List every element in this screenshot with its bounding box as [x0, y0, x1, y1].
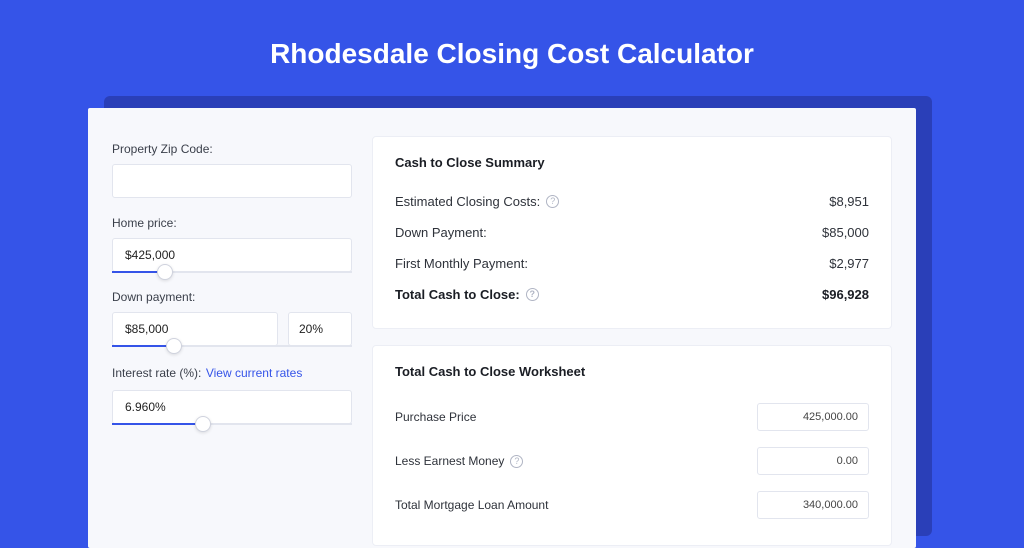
summary-row: Total Cash to Close:? $96,928: [395, 279, 869, 310]
down-payment-input[interactable]: [112, 312, 278, 346]
view-rates-link[interactable]: View current rates: [206, 366, 303, 380]
summary-row-value: $96,928: [822, 287, 869, 302]
worksheet-row: Less Earnest Money? 0.00: [395, 439, 869, 483]
interest-rate-label: Interest rate (%):: [112, 366, 201, 380]
worksheet-row-value[interactable]: 0.00: [757, 447, 869, 475]
down-payment-label: Down payment:: [112, 290, 352, 304]
summary-card: Cash to Close Summary Estimated Closing …: [372, 136, 892, 329]
summary-row-value: $8,951: [829, 194, 869, 209]
worksheet-row: Total Mortgage Loan Amount 340,000.00: [395, 483, 869, 527]
slider-fill: [112, 345, 174, 347]
home-price-label: Home price:: [112, 216, 352, 230]
worksheet-row-value[interactable]: 340,000.00: [757, 491, 869, 519]
worksheet-row-label: Total Mortgage Loan Amount: [395, 498, 548, 512]
summary-row-label: First Monthly Payment:: [395, 256, 528, 271]
summary-title: Cash to Close Summary: [395, 155, 869, 170]
summary-row-label: Estimated Closing Costs:?: [395, 194, 559, 209]
worksheet-row-value[interactable]: 425,000.00: [757, 403, 869, 431]
zip-label: Property Zip Code:: [112, 142, 352, 156]
worksheet-row: Purchase Price 425,000.00: [395, 395, 869, 439]
interest-rate-field-group: Interest rate (%): View current rates: [112, 364, 352, 424]
summary-row: Estimated Closing Costs:? $8,951: [395, 186, 869, 217]
slider-thumb[interactable]: [166, 338, 182, 354]
inputs-panel: Property Zip Code: Home price: Down paym…: [112, 136, 352, 548]
calculator-card: Property Zip Code: Home price: Down paym…: [88, 108, 916, 548]
zip-field-group: Property Zip Code:: [112, 142, 352, 198]
worksheet-title: Total Cash to Close Worksheet: [395, 364, 869, 379]
down-payment-pct[interactable]: 20%: [288, 312, 352, 346]
worksheet-row-label: Less Earnest Money?: [395, 454, 523, 468]
results-panel: Cash to Close Summary Estimated Closing …: [372, 136, 892, 548]
interest-rate-input[interactable]: [112, 390, 352, 424]
summary-row-label: Total Cash to Close:?: [395, 287, 539, 302]
slider-thumb[interactable]: [157, 264, 173, 280]
help-icon[interactable]: ?: [510, 455, 523, 468]
help-icon[interactable]: ?: [546, 195, 559, 208]
summary-row-label: Down Payment:: [395, 225, 487, 240]
zip-input[interactable]: [112, 164, 352, 198]
summary-row: First Monthly Payment: $2,977: [395, 248, 869, 279]
down-payment-field-group: Down payment: 20%: [112, 290, 352, 346]
summary-row: Down Payment: $85,000: [395, 217, 869, 248]
home-price-input[interactable]: [112, 238, 352, 272]
slider-fill: [112, 423, 203, 425]
page-title: Rhodesdale Closing Cost Calculator: [0, 0, 1024, 88]
home-price-field-group: Home price:: [112, 216, 352, 272]
worksheet-row-label: Purchase Price: [395, 410, 476, 424]
summary-row-value: $85,000: [822, 225, 869, 240]
slider-thumb[interactable]: [195, 416, 211, 432]
worksheet-card: Total Cash to Close Worksheet Purchase P…: [372, 345, 892, 546]
summary-row-value: $2,977: [829, 256, 869, 271]
help-icon[interactable]: ?: [526, 288, 539, 301]
